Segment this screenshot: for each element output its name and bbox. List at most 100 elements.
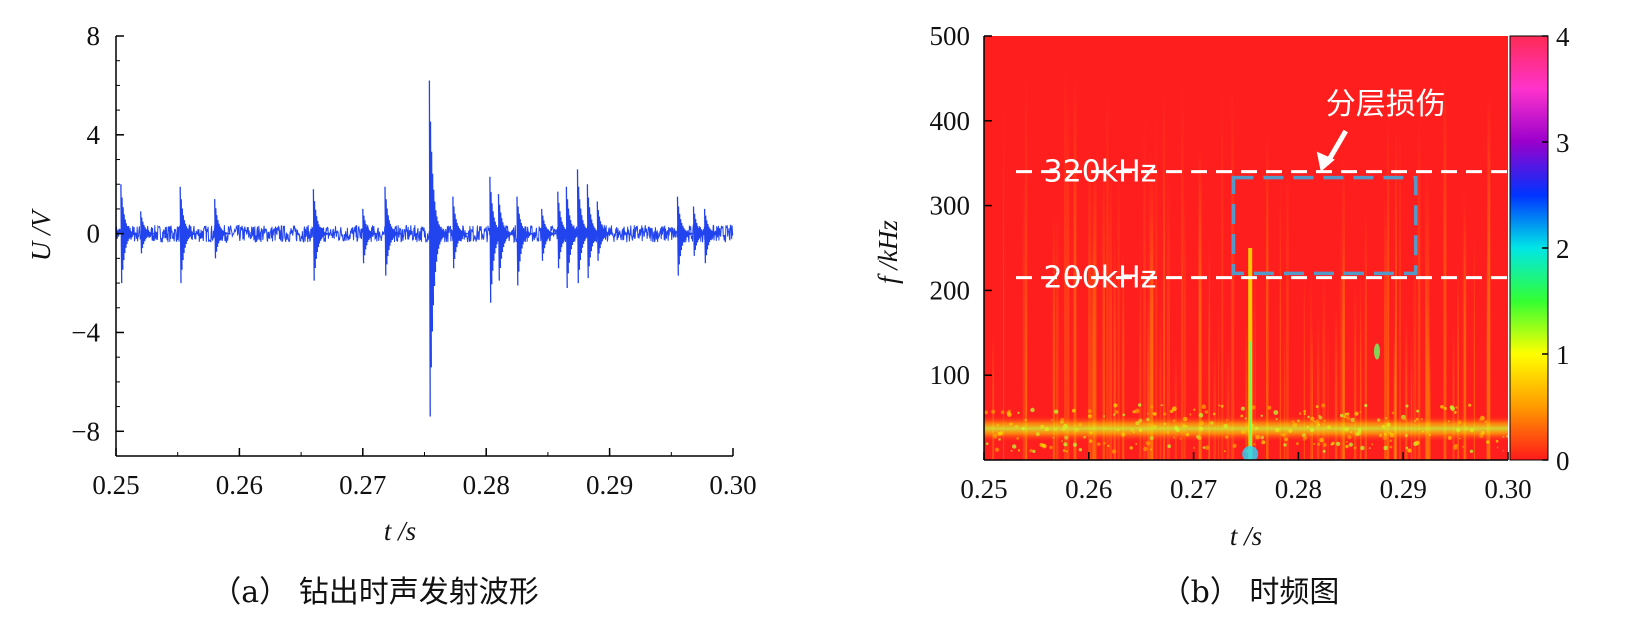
colorbar-ticks: 4 3 2 1 0 [1542, 22, 1570, 476]
spectrogram-streak [1208, 294, 1210, 460]
spectrogram-speckle [1010, 449, 1013, 452]
spectrogram-streak [1148, 148, 1152, 460]
waveform-burst [362, 208, 379, 264]
spectrogram-speckle [1240, 406, 1245, 411]
spectrogram-speckle [1103, 442, 1106, 445]
spectrogram-speckle [1111, 449, 1117, 454]
panel-b-x-tick-label: 0.27 [1170, 474, 1217, 504]
spectrogram-streak [1024, 67, 1028, 460]
spectrogram-speckle [1336, 441, 1341, 446]
spectrogram-streak [1102, 168, 1105, 460]
panel-a-y-ticks: 8 4 0 −4 −8 [71, 21, 124, 457]
spectrogram-speckle [1193, 408, 1196, 411]
spectrogram-streak [1359, 271, 1361, 460]
spectrogram-streak [992, 331, 995, 460]
spectrogram-speckle [1416, 409, 1420, 413]
colorbar-tick-label: 0 [1556, 446, 1570, 476]
spectrogram-speckle [1317, 442, 1321, 446]
spectrogram-streak [1286, 161, 1289, 460]
spectrogram-speckle [1132, 410, 1136, 414]
spectrogram-streak [1354, 283, 1357, 460]
main-event-core [1249, 341, 1252, 460]
spectrogram-speckle [1453, 445, 1458, 450]
spectrogram-streak [1213, 345, 1216, 460]
spectrogram-streak [1443, 72, 1447, 460]
spectrogram-speckle [1383, 445, 1388, 451]
spectrogram-speckle [1322, 442, 1327, 447]
spectrogram-streak [1109, 173, 1112, 460]
colorbar-tick-label: 1 [1556, 340, 1570, 370]
waveform-burst [541, 208, 558, 261]
panel-a-y-tick-label: 4 [87, 120, 101, 150]
spectrogram-speckle [1346, 412, 1350, 416]
spectrogram-speckle [1138, 403, 1142, 407]
spectrogram-streak [1410, 335, 1413, 460]
spectrogram-streak [1174, 349, 1177, 460]
spectrogram-speckle [1273, 410, 1279, 415]
main-event-base [1242, 446, 1259, 460]
spectrogram-streak [1487, 96, 1490, 460]
waveform-burst [497, 194, 515, 281]
panel-b-x-tick-label: 0.29 [1380, 474, 1427, 504]
spectrogram-speckle [1453, 411, 1457, 414]
spectrogram-speckle [1360, 445, 1365, 451]
delamination-label: 分层损伤 [1326, 87, 1446, 122]
spectrogram-speckle [1391, 411, 1395, 415]
delamination-region-box [1231, 175, 1418, 276]
spectrogram-speckle [1405, 404, 1409, 408]
panel-a-x-tick-label: 0.26 [216, 470, 263, 500]
spectrogram-main-event [1242, 248, 1380, 460]
spectrogram-speckle [1462, 445, 1465, 448]
spectrogram-speckle [1201, 404, 1207, 410]
spectrogram-streak [1146, 300, 1150, 460]
spectrogram-streak [1387, 114, 1390, 460]
spectrogram-streak [1384, 197, 1387, 460]
spectrogram-streak [1428, 340, 1431, 460]
spectrogram-speckle [1000, 410, 1005, 415]
spectrogram-streak [1198, 143, 1202, 460]
spectrogram-speckle [1171, 406, 1177, 412]
panel-a-waveform: 0.25 0.26 0.27 0.28 0.29 0.30 8 4 0 −4 −8 t /s U … [26, 21, 757, 610]
spectrogram-speckle [1407, 448, 1412, 453]
panel-a-y-tick-label: 8 [87, 21, 101, 51]
spectrogram-speckle [1371, 443, 1374, 446]
spectrogram-speckle [1008, 409, 1011, 413]
waveform-burst [596, 201, 614, 261]
spectrogram-speckle [994, 447, 1000, 452]
panel-b-y-tick-label: 200 [930, 275, 971, 305]
spectrogram-streak [1168, 176, 1170, 460]
spectrogram-speckle [1218, 404, 1221, 407]
spectrogram-speckle [1063, 442, 1068, 447]
spectrogram-streak [1283, 326, 1286, 460]
colorbar-tick-label: 4 [1556, 22, 1570, 52]
frequency-line-label: 320kHz [1044, 155, 1157, 190]
spectrogram-streak [1399, 122, 1401, 460]
spectrogram-streak [1163, 89, 1166, 460]
spectrogram-speckle [1072, 442, 1077, 447]
waveform-burst [676, 196, 694, 276]
spectrogram-speckle [1389, 445, 1393, 449]
secondary-event-spot [1374, 343, 1380, 360]
spectrogram-streak [1088, 145, 1092, 460]
spectrogram-speckle [1097, 442, 1101, 446]
spectrogram-streak [1064, 62, 1067, 460]
panel-a-y-tick-label: −8 [71, 416, 100, 446]
panel-b-x-tick-label: 0.28 [1275, 474, 1322, 504]
spectrogram-speckle [1267, 405, 1272, 410]
spectrogram-streak [1022, 173, 1026, 460]
spectrogram-streak [1221, 81, 1224, 460]
spectrogram-streak [1122, 250, 1125, 460]
spectrogram-speckle [1114, 410, 1119, 414]
spectrogram-streak [1091, 236, 1094, 460]
spectrogram-speckle [1054, 409, 1059, 414]
spectrogram-streak [1254, 267, 1256, 460]
spectrogram-streak [1322, 272, 1326, 460]
spectrogram-speckle [1440, 405, 1444, 409]
spectrogram-streak [1279, 178, 1282, 460]
spectrogram-streak [1251, 266, 1254, 460]
spectrogram-speckle [1170, 409, 1174, 413]
spectrogram-speckle [1012, 444, 1017, 449]
arrow-head [1316, 151, 1335, 172]
spectrogram-streak [1452, 325, 1455, 460]
spectrogram-speckle [1455, 406, 1458, 409]
